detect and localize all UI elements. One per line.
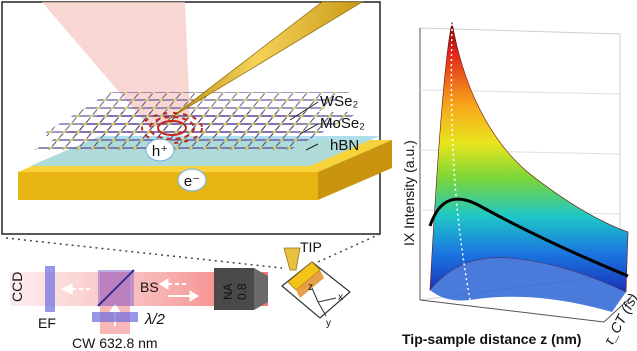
tip-holder <box>283 247 301 271</box>
near-field-rings <box>141 112 203 144</box>
half-waveplate <box>92 312 138 322</box>
objective-lens: NA 0.8 <box>214 268 268 310</box>
na-value: 0.8 <box>235 283 249 300</box>
laser-label: CW 632.8 nm <box>72 335 158 351</box>
na-label: NA <box>221 283 235 300</box>
axis-x-label: x <box>338 292 343 303</box>
sample-stage: z x y <box>281 261 351 329</box>
zoom-lines <box>5 233 381 269</box>
waveplate-label: λ/2 <box>144 311 166 328</box>
plot-ylabel: IX Intensity (a.u.) <box>401 140 417 246</box>
edge-filter <box>45 266 55 312</box>
optics-panel: EF CCD BS λ/2 CW 632.8 nm NA 0.8 <box>9 239 351 351</box>
hole-label: h⁺ <box>152 143 168 160</box>
bs-label: BS <box>140 279 159 295</box>
mose2-label: MoSe₂ <box>320 115 365 132</box>
ef-label: EF <box>38 315 56 331</box>
hbn-label: hBN <box>330 137 359 154</box>
layer-labels: WSe₂ MoSe₂ hBN <box>289 93 365 154</box>
plot-xlabel: Tip-sample distance z (nm) <box>402 331 581 347</box>
axis-z-label: z <box>308 282 313 293</box>
wse2-layer <box>40 92 350 136</box>
intensity-surface <box>429 21 629 293</box>
guide-curve <box>450 23 471 301</box>
tip-label: TIP <box>300 239 322 255</box>
axis-y-label: y <box>326 318 331 329</box>
electron-carrier: e⁻ <box>177 168 207 192</box>
hole-carrier: h⁺ <box>145 138 175 162</box>
wse2-label: WSe₂ <box>320 93 359 110</box>
surface-plot: IX Intensity (a.u.) Tip-sample distance … <box>401 21 637 347</box>
corner-label-box <box>4 4 34 44</box>
schematic-panel: h⁺ e⁻ WSe₂ MoSe₂ hBN <box>1 1 392 235</box>
intensity-curve <box>428 197 629 278</box>
electron-label: e⁻ <box>184 173 200 190</box>
gold-tip <box>167 1 364 121</box>
intensity-surface-front <box>430 257 626 312</box>
ccd-label: CCD <box>9 272 25 302</box>
